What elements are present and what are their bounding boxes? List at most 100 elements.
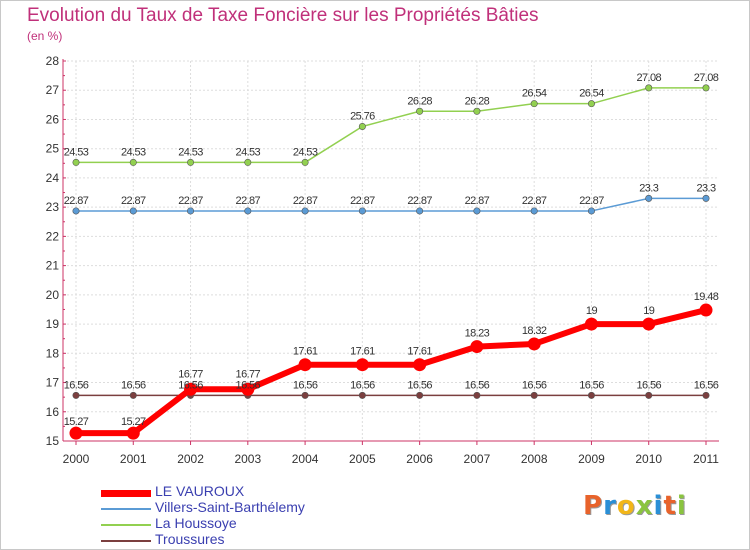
logo-letter: r [603,491,617,521]
data-point [126,426,140,440]
data-label: 16.56 [407,379,432,391]
unit-label: (en %) [27,29,63,43]
data-label: 22.87 [522,195,547,207]
y-tick-label: 20 [46,288,60,302]
data-point [298,358,312,372]
data-label: 26.54 [522,88,547,100]
data-point [301,207,309,215]
data-label: 22.87 [236,195,261,207]
y-tick-label: 23 [46,200,60,214]
data-label: 19.48 [694,291,719,303]
series-line-villers-saint-barth-lemy [76,197,706,212]
data-point [413,358,427,372]
data-label: 17.61 [407,346,432,358]
x-tick-label: 2006 [406,452,433,466]
chart-title: Evolution du Taux de Taxe Foncière sur l… [27,5,539,26]
legend-label: Troussures [155,531,225,547]
data-label: 16.56 [694,379,719,391]
data-labels: 16.56 16.56 16.56 16.56 16.56 16.56 16.56 16.56… [64,72,720,428]
data-label: 16.77 [178,368,203,380]
legend-swatch [101,508,151,510]
legend-swatch [101,524,151,526]
data-point [587,100,595,108]
x-tick-label: 2001 [120,452,147,466]
data-label: 16.56 [636,379,661,391]
data-point [645,194,653,202]
data-label: 26.28 [407,95,432,107]
data-label: 16.77 [236,368,261,380]
logo-letter: x [635,491,654,521]
data-label: 22.87 [64,195,89,207]
legend-swatch [101,540,151,542]
logo-letter: P [583,491,604,521]
data-label: 16.56 [64,379,89,391]
data-point [702,194,710,202]
data-point [530,391,538,399]
data-label: 22.87 [465,195,490,207]
data-label: 18.23 [465,328,490,340]
data-point [645,391,653,399]
data-point [416,107,424,115]
x-tick-label: 2004 [292,452,319,466]
data-point [584,317,598,331]
data-label: 16.56 [579,379,604,391]
logo-letter: t [663,491,677,521]
data-point [72,391,80,399]
data-label: 26.54 [579,88,604,100]
legend-label: Villers-Saint-Barthélemy [155,499,305,515]
data-point [187,158,195,166]
data-point [702,84,710,92]
x-tick-label: 2005 [349,452,376,466]
legend-label: LE VAUROUX [155,483,245,499]
data-label: 25.76 [350,110,375,122]
legend-label: La Houssoye [155,515,237,531]
data-point [187,207,195,215]
x-tick-label: 2009 [578,452,605,466]
data-label: 24.53 [121,146,146,158]
grid [63,60,719,441]
logo-letter: o [616,491,636,521]
data-point [530,100,538,108]
y-tick-label: 15 [46,434,60,448]
y-tick-label: 24 [46,171,60,185]
proxiti-logo: Proxiti [583,491,687,521]
data-point [416,207,424,215]
data-label: 24.53 [236,146,261,158]
data-point [416,391,424,399]
data-label: 27.08 [694,72,719,84]
x-tick-label: 2003 [234,452,261,466]
data-point [473,391,481,399]
data-point [129,391,137,399]
data-point [244,207,252,215]
data-point [587,391,595,399]
y-tick-label: 28 [46,54,60,68]
data-label: 22.87 [121,195,146,207]
series [69,84,713,440]
legend-swatch [101,489,151,497]
data-point [645,84,653,92]
data-label: 22.87 [579,195,604,207]
logo-letter: i [653,491,664,521]
data-label: 16.56 [121,379,146,391]
y-tick-label: 25 [46,142,60,156]
data-label: 23.3 [639,182,658,194]
data-label: 24.53 [64,146,89,158]
x-tick-label: 2007 [464,452,491,466]
data-label: 16.56 [236,379,261,391]
data-point [69,426,83,440]
data-label: 15.27 [64,416,89,428]
data-point [642,317,656,331]
y-tick-label: 19 [46,317,60,331]
data-label: 24.53 [178,146,203,158]
data-label: 23.3 [696,182,715,194]
data-point [473,107,481,115]
data-label: 22.87 [293,195,318,207]
y-tick-label: 18 [46,346,60,360]
data-label: 16.56 [293,379,318,391]
x-tick-label: 2002 [177,452,204,466]
data-label: 15.27 [121,416,146,428]
data-point [72,207,80,215]
series-line-la-houssoye [76,87,706,164]
data-point [358,122,366,130]
